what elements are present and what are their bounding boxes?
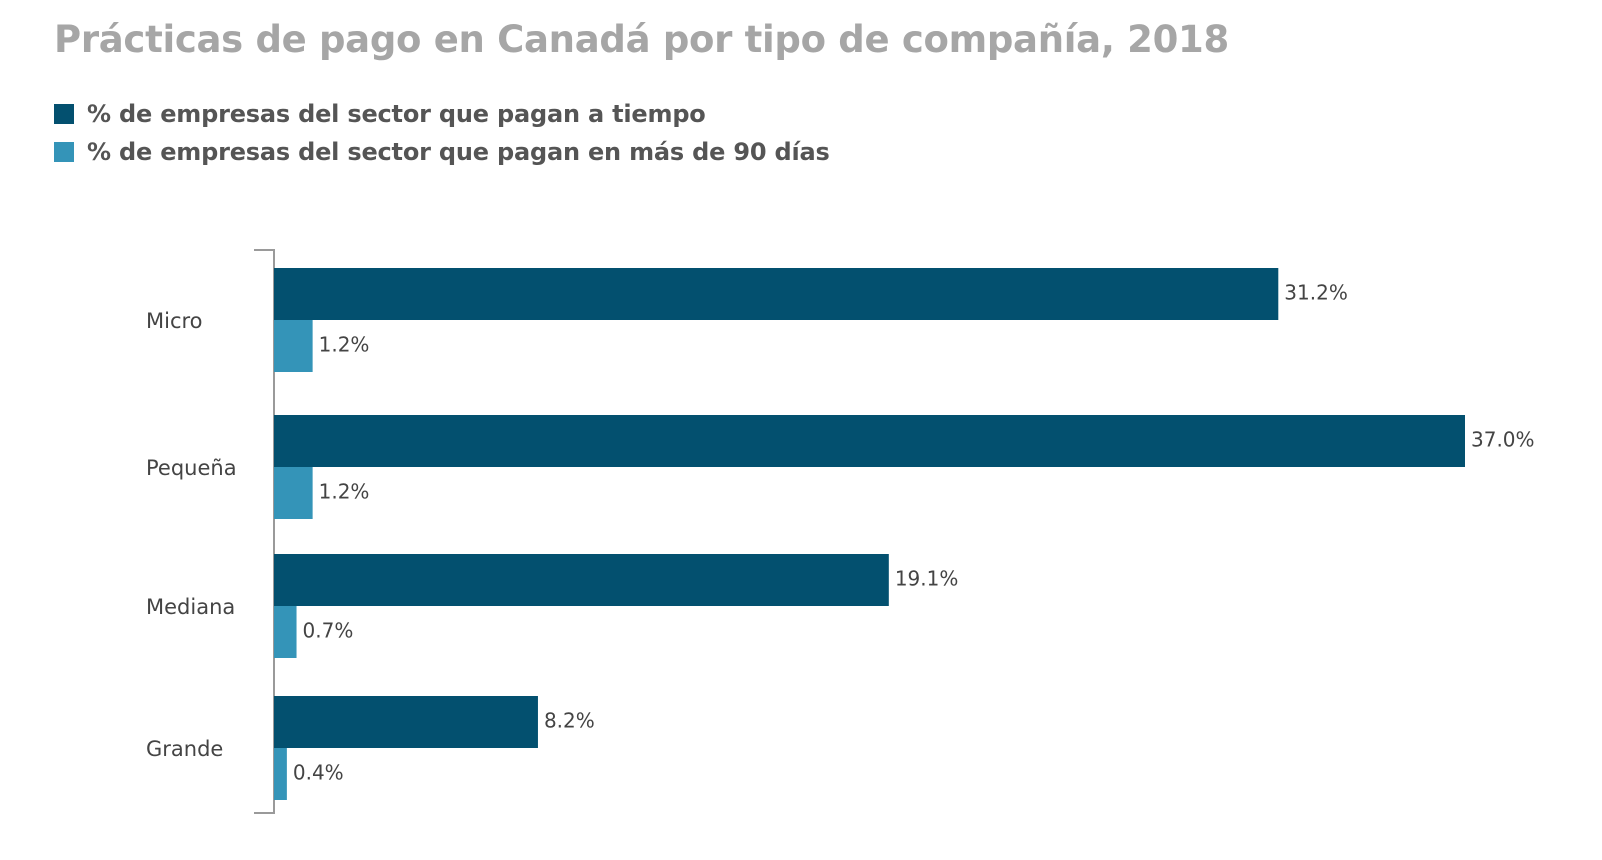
category-label-mediana: Mediana: [146, 595, 235, 619]
bar-micro-over-90-days: [274, 320, 313, 372]
data-label-grande-on-time: 8.2%: [544, 709, 595, 733]
bar-mediana-on-time: [274, 554, 889, 606]
data-label-mediana-on-time: 19.1%: [895, 567, 959, 591]
bar-grande-over-90-days: [274, 748, 287, 800]
bar-pequena-over-90-days: [274, 467, 313, 519]
data-label-micro-on-time: 31.2%: [1284, 281, 1348, 305]
legend-label-over-90-days: % de empresas del sector que pagan en má…: [87, 138, 830, 166]
data-label-mediana-over-90-days: 0.7%: [303, 619, 354, 643]
data-label-pequena-on-time: 37.0%: [1471, 428, 1535, 452]
legend-item-on-time: % de empresas del sector que pagan a tie…: [54, 95, 830, 133]
legend: % de empresas del sector que pagan a tie…: [54, 95, 830, 171]
data-label-micro-over-90-days: 1.2%: [319, 333, 370, 357]
legend-label-on-time: % de empresas del sector que pagan a tie…: [87, 100, 706, 128]
category-label-pequena: Pequeña: [146, 456, 237, 480]
legend-swatch-on-time: [54, 104, 74, 124]
bar-micro-on-time: [274, 268, 1279, 320]
bar-grande-on-time: [274, 696, 538, 748]
legend-item-over-90-days: % de empresas del sector que pagan en má…: [54, 133, 830, 171]
data-label-pequena-over-90-days: 1.2%: [319, 480, 370, 504]
chart-title: Prácticas de pago en Canadá por tipo de …: [54, 18, 1229, 61]
category-label-micro: Micro: [146, 309, 203, 333]
data-label-grande-over-90-days: 0.4%: [293, 761, 344, 785]
y-axis-line: [254, 249, 275, 814]
bar-mediana-over-90-days: [274, 606, 297, 658]
category-label-grande: Grande: [146, 737, 223, 761]
legend-swatch-over-90-days: [54, 142, 74, 162]
bar-pequena-on-time: [274, 415, 1465, 467]
